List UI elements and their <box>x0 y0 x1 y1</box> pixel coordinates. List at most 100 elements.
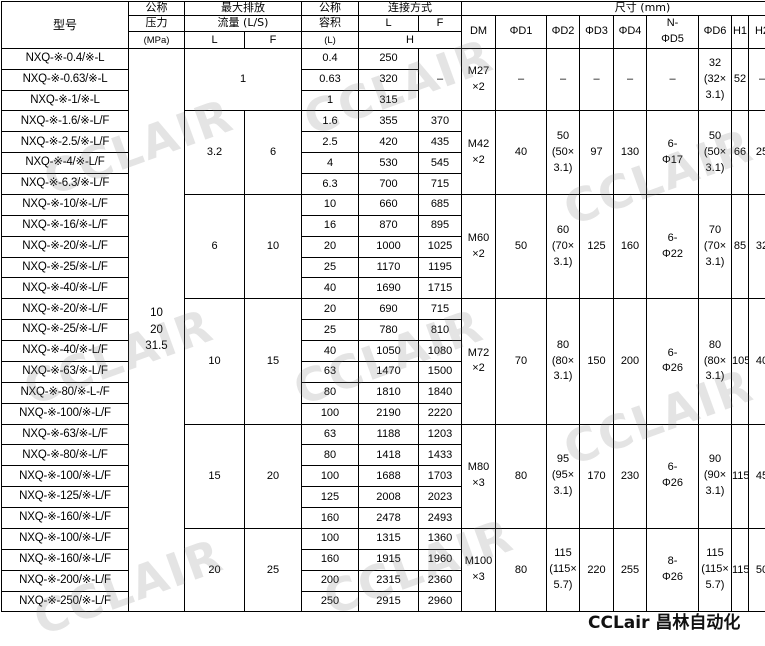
conn-f-cell: 685 <box>419 194 462 215</box>
pressure-cell-line-3: 31.5 <box>129 338 184 355</box>
n-phid5-cell-line-2: Φ26 <box>647 476 698 492</box>
max-flow-f-cell: 10 <box>245 194 302 298</box>
phid6-cell-line-1: 115 <box>699 546 731 562</box>
conn-l-cell: 870 <box>359 215 419 236</box>
conn-l-cell: 660 <box>359 194 419 215</box>
conn-f-cell: 1025 <box>419 236 462 257</box>
volume-cell: 25 <box>302 320 359 341</box>
phid4-cell: 160 <box>614 194 647 298</box>
conn-l-cell: 1418 <box>359 445 419 466</box>
conn-f-cell: 2360 <box>419 570 462 591</box>
phid1-cell: 70 <box>496 299 547 424</box>
conn-f-cell: – <box>419 48 462 111</box>
phid2-cell: – <box>547 48 580 111</box>
phid2-cell-line-2: (80× <box>547 354 579 370</box>
header-maxflow-l1: 最大排放 <box>185 2 302 16</box>
conn-f-cell: 545 <box>419 153 462 174</box>
n-phid5-cell: 6-Φ26 <box>647 299 699 424</box>
phid6-cell-line-1: 80 <box>699 338 731 354</box>
header-volume-unit: (L) <box>302 32 359 48</box>
conn-l-cell: 2190 <box>359 403 419 424</box>
h1-cell: 66 <box>732 111 749 195</box>
model-cell: NXQ-※-160/※-L/F <box>2 508 129 529</box>
header-model: 型号 <box>2 2 129 49</box>
conn-l-cell: 355 <box>359 111 419 132</box>
volume-cell: 2.5 <box>302 132 359 153</box>
conn-l-cell: 1000 <box>359 236 419 257</box>
volume-cell: 63 <box>302 361 359 382</box>
max-flow-merged-cell: 1 <box>185 48 302 111</box>
h1-cell: 115 <box>732 528 749 612</box>
phid1-cell: 40 <box>496 111 547 195</box>
dm-cell: M100×3 <box>462 528 496 612</box>
model-cell: NXQ-※-40/※-L/F <box>2 278 129 299</box>
conn-l-cell: 420 <box>359 132 419 153</box>
pressure-cell-line-2: 20 <box>129 322 184 339</box>
conn-l-cell: 780 <box>359 320 419 341</box>
conn-l-cell: 1688 <box>359 466 419 487</box>
header-phid1: ΦD1 <box>496 15 547 48</box>
dm-cell-line-2: ×3 <box>462 570 495 586</box>
model-cell: NXQ-※-2.5/※-L/F <box>2 132 129 153</box>
model-cell: NXQ-※-1/※-L <box>2 90 129 111</box>
phid2-cell-line-1: 60 <box>547 223 579 239</box>
phid4-cell: – <box>614 48 647 111</box>
conn-f-cell: 1203 <box>419 424 462 445</box>
phid6-cell-line-3: 5.7) <box>699 578 731 594</box>
phid6-cell: 50(50×3.1) <box>699 111 732 195</box>
phid6-cell-line-1: 50 <box>699 129 731 145</box>
header-pressure-l2: 压力 <box>129 15 185 31</box>
h1-cell: 52 <box>732 48 749 111</box>
h1-cell: 115 <box>732 424 749 528</box>
h2-cell: 50 <box>749 528 765 612</box>
phid3-cell: 170 <box>580 424 614 528</box>
conn-f-cell: 2960 <box>419 591 462 612</box>
model-cell: NXQ-※-63/※-L/F <box>2 361 129 382</box>
header-conn-l: L <box>359 15 419 31</box>
conn-f-cell: 1360 <box>419 528 462 549</box>
phid6-cell-line-2: (50× <box>699 145 731 161</box>
phid1-cell: 80 <box>496 528 547 612</box>
dm-cell-line-2: ×2 <box>462 361 495 377</box>
conn-l-cell: 250 <box>359 48 419 69</box>
phid2-cell-line-1: 95 <box>547 452 579 468</box>
conn-l-cell: 2915 <box>359 591 419 612</box>
conn-l-cell: 1315 <box>359 528 419 549</box>
conn-l-cell: 2478 <box>359 508 419 529</box>
max-flow-f-cell: 15 <box>245 299 302 424</box>
phid6-cell: 70(70×3.1) <box>699 194 732 298</box>
phid6-cell-line-3: 3.1) <box>699 161 731 177</box>
phid6-cell-line-2: (115× <box>699 562 731 578</box>
model-cell: NXQ-※-80/※-L/F <box>2 445 129 466</box>
phid1-cell: 80 <box>496 424 547 528</box>
header-h1: H1 <box>732 15 749 48</box>
n-phid5-cell-line-2: Φ22 <box>647 247 698 263</box>
volume-cell: 25 <box>302 257 359 278</box>
phid2-cell-line-3: 3.1) <box>547 369 579 385</box>
header-conn-h: H <box>359 32 462 48</box>
phid3-cell: 125 <box>580 194 614 298</box>
volume-cell: 100 <box>302 403 359 424</box>
model-cell: NXQ-※-0.63/※-L <box>2 69 129 90</box>
phid2-cell-line-2: (50× <box>547 145 579 161</box>
volume-cell: 100 <box>302 466 359 487</box>
phid2-cell-line-1: 80 <box>547 338 579 354</box>
header-h2: H2 <box>749 15 765 48</box>
pressure-cell-line-1: 10 <box>129 305 184 322</box>
volume-cell: 1 <box>302 90 359 111</box>
dm-cell-line-1: M42 <box>462 137 495 153</box>
volume-cell: 6.3 <box>302 174 359 195</box>
model-cell: NXQ-※-80/※-L-/F <box>2 382 129 403</box>
dm-cell-line-1: M60 <box>462 231 495 247</box>
conn-l-cell: 1915 <box>359 549 419 570</box>
phid4-cell: 130 <box>614 111 647 195</box>
n-phid5-cell: 8-Φ26 <box>647 528 699 612</box>
dm-cell-line-1: M27 <box>462 64 495 80</box>
conn-l-cell: 315 <box>359 90 419 111</box>
header-phid6: ΦD6 <box>699 15 732 48</box>
phid2-cell: 95(95×3.1) <box>547 424 580 528</box>
